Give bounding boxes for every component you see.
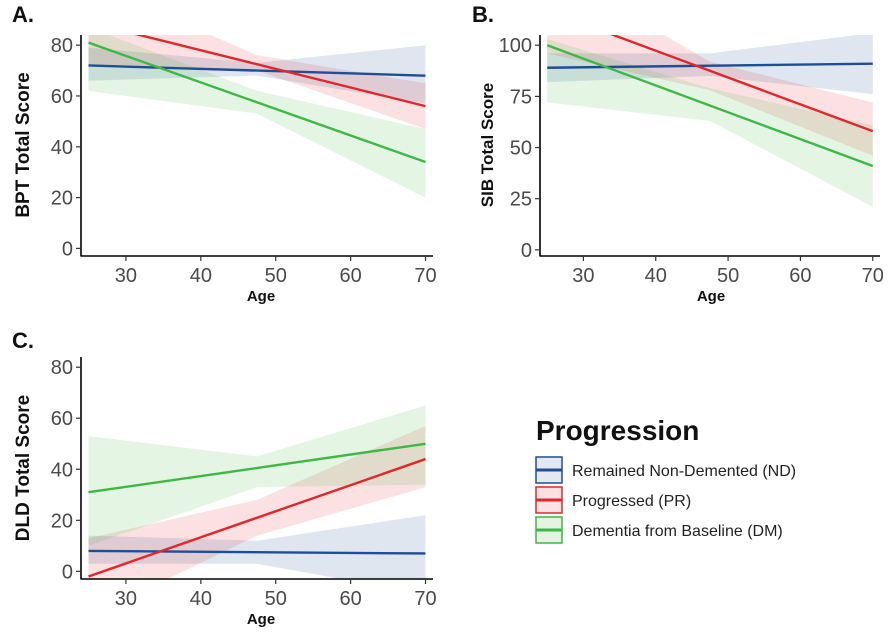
panel-c-y-tick-label: 80 [51, 357, 73, 379]
panel-a-line-dementia-from-baseline [88, 41, 426, 164]
panel-c-plot-area [88, 405, 426, 579]
panel-b-y-tick-label: 25 [510, 189, 532, 211]
panel-a-ci-band-remained-non-demented [88, 45, 426, 104]
panel-b-x-axis-title: Age [697, 288, 725, 305]
panel-c-x-tick-label: 30 [115, 588, 137, 610]
panel-a-y-tick-label: 20 [51, 188, 73, 210]
panel-b-y-tick-label: 100 [499, 35, 532, 57]
panel-a: 0 20 40 60 80 30 40 50 60 70 A. Age BPT Total Score [12, 2, 437, 305]
legend-title: Progression [536, 415, 699, 446]
panel-c-x-tick-label: 50 [265, 588, 287, 610]
panel-b-line-dementia-from-baseline [546, 44, 874, 168]
legend-item-nd: Remained Non-Demented (ND) [535, 456, 796, 484]
panel-a-ci-band-progressed [88, 35, 426, 129]
panel-b-x-tick-label: 40 [645, 265, 667, 287]
panel-a-ci-band-dementia-from-baseline [88, 35, 426, 198]
panel-a-x-tick-label: 60 [339, 265, 361, 287]
panel-a-x-axis-title: Age [247, 288, 275, 305]
panel-c-line-remained-non-demented [88, 549, 426, 555]
legend-label-nd: Remained Non-Demented (ND) [572, 463, 796, 480]
panel-b-x-tick-label: 60 [789, 265, 811, 287]
legend: Progression Remained Non-Demented (ND) P… [535, 415, 796, 544]
panel-c: 0 20 40 60 80 30 40 50 60 70 C. Age DLD Total Score [12, 328, 437, 628]
panel-c-y-tick-label: 0 [62, 561, 73, 583]
panel-b-y-tick-label: 75 [510, 86, 532, 108]
panel-c-y-axis-title: DLD Total Score [13, 395, 34, 541]
panel-b-letter: B. [472, 2, 494, 27]
panel-b-y-axis-title: SIB Total Score [478, 83, 497, 207]
panel-a-x-tick-label: 50 [265, 265, 287, 287]
panel-c-x-tick-label: 60 [339, 588, 361, 610]
panel-c-ci-band-remained-non-demented [88, 515, 426, 579]
panel-a-y-tick-label: 0 [62, 238, 73, 260]
panel-c-x-axis-title: Age [247, 611, 275, 628]
legend-label-dm: Dementia from Baseline (DM) [572, 523, 783, 540]
panel-b-line-remained-non-demented [547, 62, 873, 69]
legend-label-pr: Progressed (PR) [572, 493, 691, 510]
panel-a-plot-area [88, 35, 426, 198]
panel-b: 0 25 50 75 100 30 40 50 60 70 B. Age SIB Total Score [472, 2, 884, 305]
panel-c-y-tick-label: 40 [51, 459, 73, 481]
panel-b-ci-band-dementia-from-baseline [547, 39, 873, 207]
panel-c-y-tick-label: 60 [51, 408, 73, 430]
panel-c-letter: C. [12, 328, 34, 353]
panel-b-plot-area [546, 35, 874, 207]
panel-b-x-tick-label: 30 [572, 265, 594, 287]
panel-c-x-tick-label: 70 [414, 588, 436, 610]
panel-a-line-progressed [134, 35, 426, 108]
panel-c-y-tick-label: 20 [51, 510, 73, 532]
panel-c-ci-band-dementia-from-baseline [88, 405, 426, 546]
panel-a-y-tick-label: 60 [51, 86, 73, 108]
panel-b-x-tick-label: 70 [862, 265, 884, 287]
panel-b-y-tick-label: 0 [521, 240, 532, 262]
panel-b-x-tick-label: 50 [717, 265, 739, 287]
panel-c-x-tick-label: 40 [190, 588, 212, 610]
panel-a-x-tick-label: 70 [414, 265, 436, 287]
panel-b-ci-band-progressed [547, 35, 873, 156]
panel-c-line-dementia-from-baseline [88, 442, 426, 494]
panel-c-ci-band-progressed [88, 425, 426, 579]
panel-a-y-tick-label: 80 [51, 35, 73, 57]
panel-b-line-progressed [609, 35, 874, 133]
panel-a-x-tick-label: 40 [190, 265, 212, 287]
panel-a-y-tick-label: 40 [51, 137, 73, 159]
panel-a-y-axis-title: BPT Total Score [13, 72, 34, 217]
panel-a-x-tick-label: 30 [115, 265, 137, 287]
panel-c-line-progressed [88, 457, 426, 578]
legend-item-dm: Dementia from Baseline (DM) [535, 516, 783, 544]
panel-a-letter: A. [12, 2, 34, 27]
panel-b-y-tick-label: 50 [510, 138, 532, 160]
panel-a-line-remained-non-demented [88, 64, 426, 77]
legend-item-pr: Progressed (PR) [535, 486, 691, 514]
